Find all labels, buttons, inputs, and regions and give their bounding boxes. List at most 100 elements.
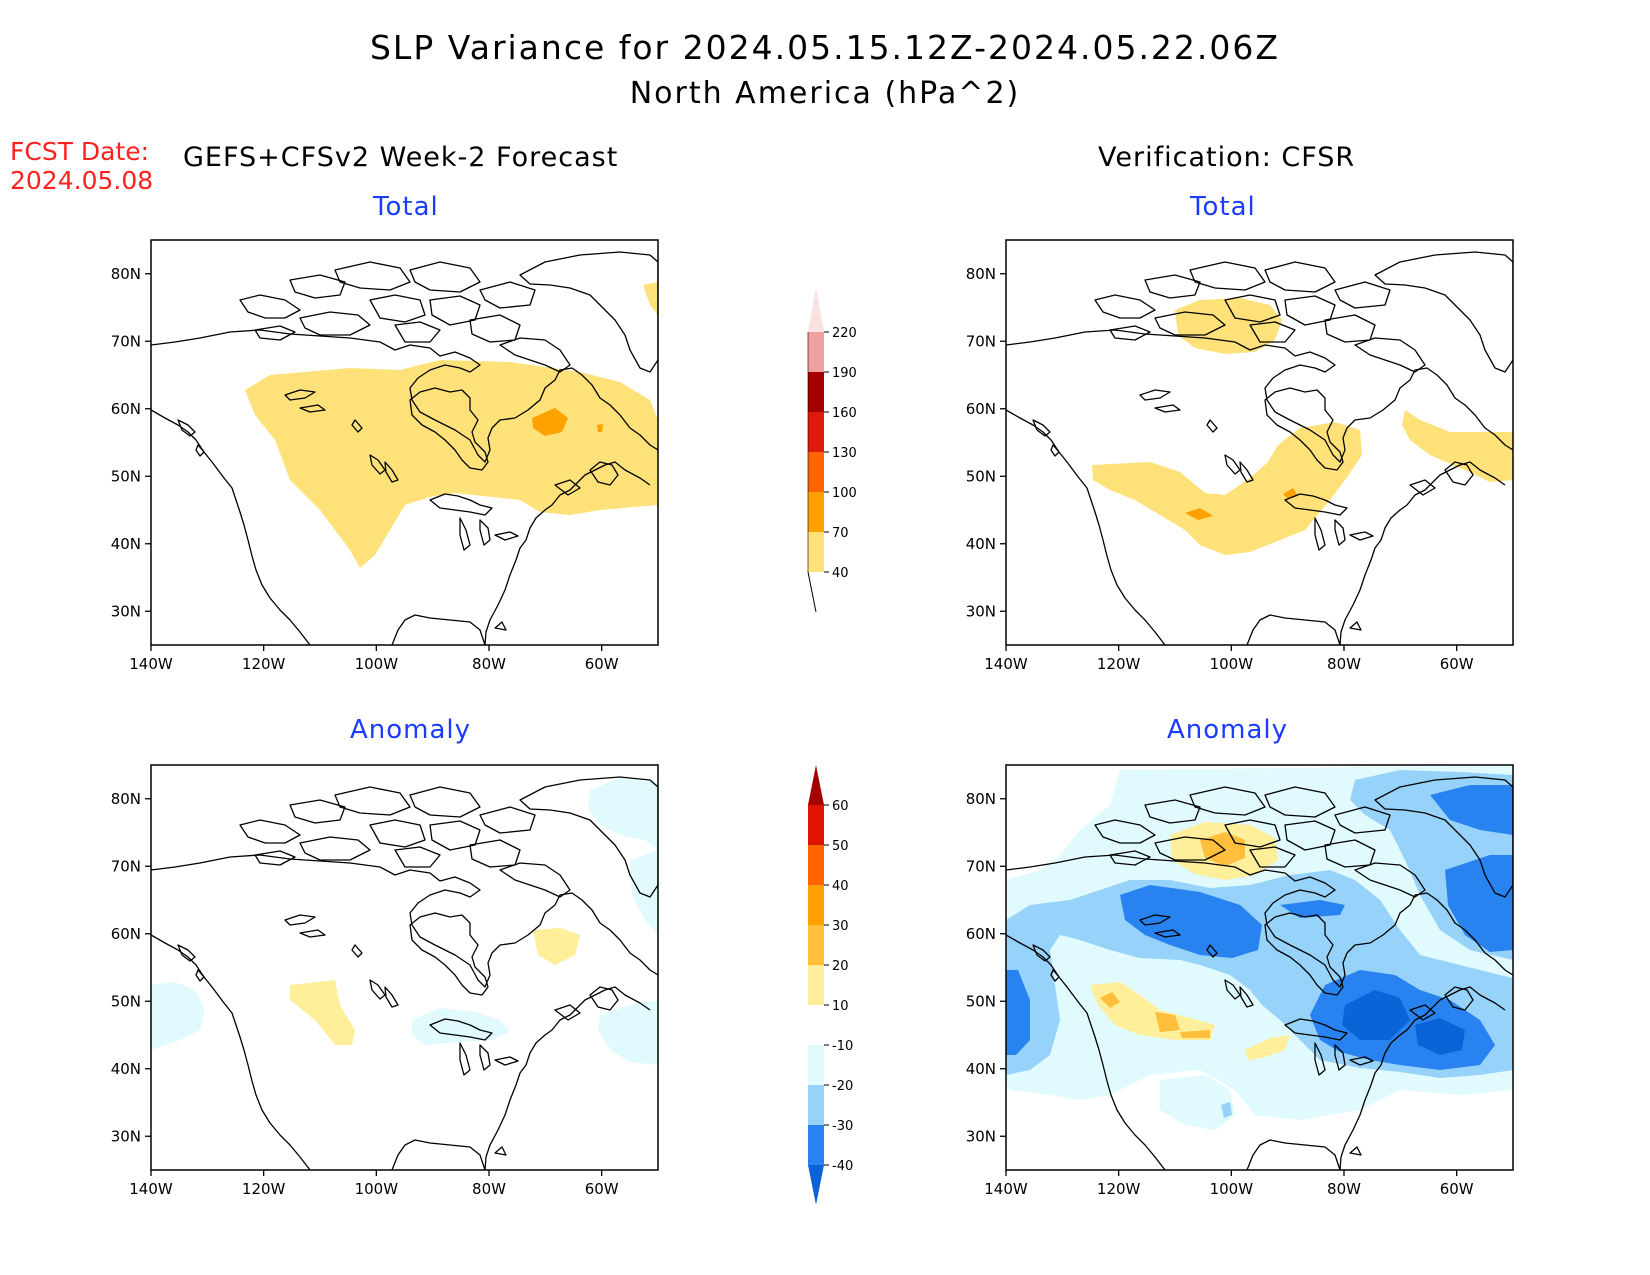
colorbar-anomaly-label: 50 (832, 839, 849, 854)
lat-tick-label: 30N (966, 1127, 996, 1145)
colorbar-anomaly-swatch (808, 1005, 824, 1045)
colorbar-anomaly-top-end (808, 765, 824, 805)
panel-title-forecast-total: Total (373, 192, 439, 222)
colorbar-anomaly-label: 30 (832, 919, 849, 934)
colorbar-anomaly-swatch (808, 1085, 824, 1125)
lon-tick-label: 140W (129, 1180, 173, 1198)
colorbar-total-swatch (808, 372, 824, 412)
lat-tick-label: 50N (966, 467, 996, 485)
colorbar-total-top-end (808, 287, 824, 332)
map-panel-verification-total: 140W 120W 100W 80W 60W 80N 70N 60N 50N 40N 30N (966, 239, 1514, 673)
lat-tick-label: 50N (966, 992, 996, 1010)
colorbar-anomaly-swatch (808, 965, 824, 1005)
lon-tick-label: 80W (472, 655, 506, 673)
colorbar-total-label: 190 (832, 366, 857, 381)
lon-tick-label: 120W (1097, 655, 1141, 673)
lat-tick-label: 30N (111, 1127, 141, 1145)
colorbar-total-swatch (808, 332, 824, 372)
column-header-verification: Verification: CFSR (1098, 142, 1356, 173)
lon-tick-label: 80W (472, 1180, 506, 1198)
colorbar-anomaly-label: -20 (832, 1079, 853, 1094)
forecast-date: FCST Date: 2024.05.08 (10, 137, 153, 195)
lat-tick-label: 50N (111, 467, 141, 485)
lat-tick-label: 40N (966, 1060, 996, 1078)
colorbar-anomaly-label: -40 (832, 1159, 853, 1174)
colorbar-total-swatch (808, 452, 824, 492)
colorbar-total-swatch (808, 412, 824, 452)
lon-tick-label: 100W (1210, 1180, 1254, 1198)
colorbar-anomaly-label: 10 (832, 999, 849, 1014)
colorbar-anomaly-label: 40 (832, 879, 849, 894)
axis-ticks-verification-anomaly: 140W 120W 100W 80W 60W 80N 70N 60N 50N 40N 30N (966, 790, 1474, 1198)
axis-ticks-forecast-total: 140W 120W 100W 80W 60W 80N 70N 60N 50N 40N 30N (111, 265, 619, 673)
lat-tick-label: 70N (966, 857, 996, 875)
colorbar-anomaly-swatch (808, 925, 824, 965)
colorbar-total-swatch (808, 492, 824, 532)
lon-tick-label: 60W (585, 655, 619, 673)
colorbar-total-label: 130 (832, 446, 857, 461)
lat-tick-label: 40N (966, 535, 996, 553)
forecast-date-value: 2024.05.08 (10, 166, 154, 195)
lat-tick-label: 80N (966, 265, 996, 283)
lon-tick-label: 120W (242, 1180, 286, 1198)
lat-tick-label: 60N (966, 925, 996, 943)
colorbar-anomaly-bottom-end (808, 1165, 824, 1205)
lat-tick-label: 50N (111, 992, 141, 1010)
map-frame-forecast-anomaly (150, 764, 659, 1171)
colorbar-anomaly-swatch (808, 1125, 824, 1165)
colorbar-total-label: 40 (832, 566, 849, 581)
lon-tick-label: 100W (355, 1180, 399, 1198)
map-frame-forecast-total (150, 239, 659, 646)
lat-tick-label: 60N (111, 925, 141, 943)
shading-forecast-anomaly (151, 778, 658, 1065)
lon-tick-label: 140W (129, 655, 173, 673)
lat-tick-label: 30N (111, 602, 141, 620)
lat-tick-label: 70N (966, 332, 996, 350)
lon-tick-label: 60W (585, 1180, 619, 1198)
colorbar-total-swatch (808, 532, 824, 572)
column-header-forecast: GEFS+CFSv2 Week-2 Forecast (183, 142, 619, 173)
lat-tick-label: 80N (111, 265, 141, 283)
coastlines-forecast-anomaly (151, 776, 658, 1170)
lat-tick-label: 80N (966, 790, 996, 808)
colorbar-anomaly-label: 20 (832, 959, 849, 974)
colorbar-total-label: 160 (832, 406, 857, 421)
lon-tick-label: 100W (1210, 655, 1254, 673)
lon-tick-label: 120W (1097, 1180, 1141, 1198)
colorbar-total-label: 220 (832, 326, 857, 341)
lat-tick-label: 60N (111, 400, 141, 418)
lon-tick-label: 80W (1327, 1180, 1361, 1198)
lon-tick-label: 140W (984, 1180, 1028, 1198)
lon-tick-label: 60W (1440, 1180, 1474, 1198)
colorbar-anomaly-swatch (808, 1045, 824, 1085)
lon-tick-label: 100W (355, 655, 399, 673)
colorbar-anomaly-swatch (808, 885, 824, 925)
lat-tick-label: 60N (966, 400, 996, 418)
lat-tick-label: 40N (111, 535, 141, 553)
panel-title-forecast-anomaly: Anomaly (350, 715, 472, 745)
lat-tick-label: 80N (111, 790, 141, 808)
shading-forecast-total (245, 282, 658, 568)
colorbar-anomaly-label: -30 (832, 1119, 853, 1134)
map-panel-forecast-anomaly: 140W 120W 100W 80W 60W 80N 70N 60N 50N 40N 30N (111, 764, 659, 1198)
axis-ticks-verification-total: 140W 120W 100W 80W 60W 80N 70N 60N 50N 40N 30N (966, 265, 1474, 673)
colorbar-total-bottom-end (807, 571, 817, 613)
map-frame-verification-anomaly (1005, 764, 1514, 1171)
panel-title-verification-total: Total (1190, 192, 1256, 222)
shading-verification-total (1092, 298, 1513, 555)
lat-tick-label: 70N (111, 857, 141, 875)
colorbar-total-label: 100 (832, 486, 857, 501)
lon-tick-label: 60W (1440, 655, 1474, 673)
forecast-date-label: FCST Date: (10, 137, 150, 166)
colorbar-anomaly-swatch (808, 805, 824, 845)
lon-tick-label: 140W (984, 655, 1028, 673)
map-panel-verification-anomaly: 140W 120W 100W 80W 60W 80N 70N 60N 50N 40N 30N (966, 764, 1514, 1198)
lat-tick-label: 40N (111, 1060, 141, 1078)
chart-subtitle: North America (hPa^2) (629, 76, 1021, 111)
lon-tick-label: 80W (1327, 655, 1361, 673)
colorbar-anomaly-label: -10 (832, 1039, 853, 1054)
axis-ticks-forecast-anomaly: 140W 120W 100W 80W 60W 80N 70N 60N 50N 40N 30N (111, 790, 619, 1198)
colorbar-total: 40 70 100 130 160 190 220 (807, 287, 857, 613)
colorbar-anomaly: -40 -30 -20 -10 10 20 30 40 50 60 (808, 765, 853, 1205)
lon-tick-label: 120W (242, 655, 286, 673)
